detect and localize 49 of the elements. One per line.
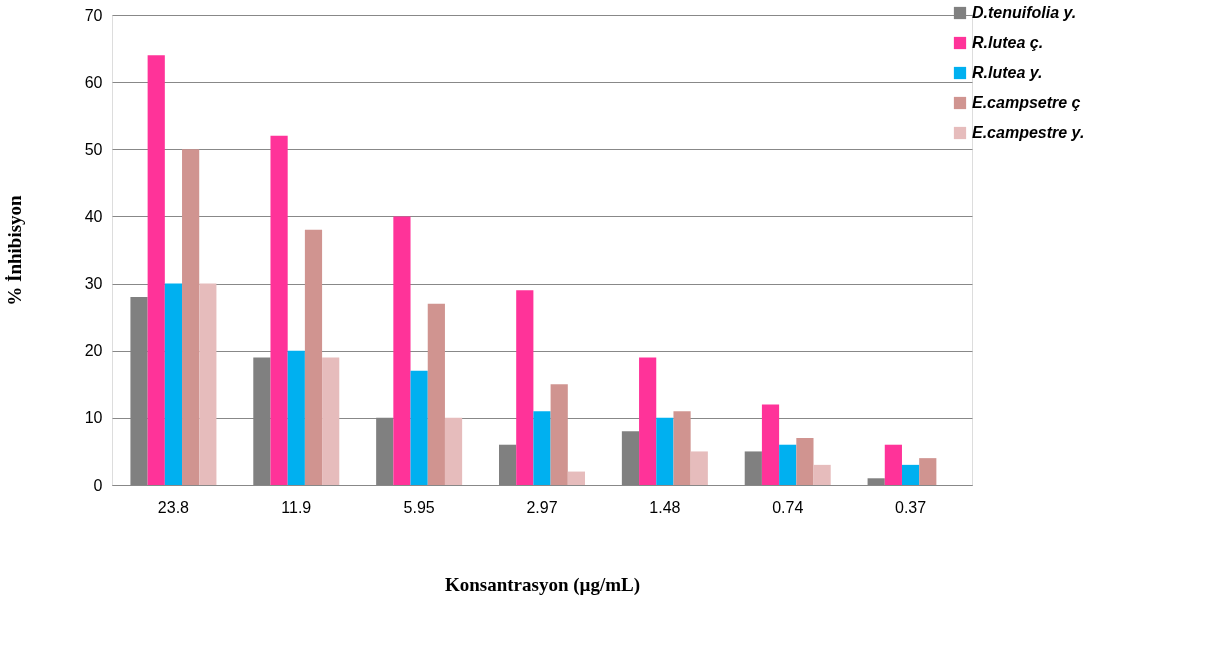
- bar: [779, 444, 797, 485]
- bar: [199, 283, 217, 485]
- y-tick-label: 70: [84, 6, 103, 24]
- bar: [656, 417, 674, 485]
- bar: [533, 411, 551, 485]
- x-tick-label: 0.74: [772, 498, 804, 516]
- x-tick-label: 5.95: [403, 498, 435, 516]
- x-tick-label: 0.37: [895, 498, 927, 516]
- y-tick-label: 50: [84, 140, 103, 158]
- x-tick-label: 1.48: [649, 498, 681, 516]
- bar: [884, 444, 902, 485]
- bar: [182, 149, 200, 485]
- bar: [393, 216, 411, 485]
- bar: [673, 411, 691, 485]
- bar: [919, 458, 937, 485]
- y-tick-label: 0: [93, 476, 103, 494]
- legend-label: E.campsetre ç: [972, 94, 1081, 111]
- bar: [427, 303, 445, 485]
- bar: [639, 357, 657, 485]
- bar: [761, 404, 780, 485]
- bar: [516, 290, 534, 485]
- bar: [287, 350, 305, 485]
- bar: [304, 229, 323, 485]
- bar: [796, 438, 814, 485]
- y-axis-title: % İnhibisyon: [3, 194, 25, 306]
- x-tick-label: 23.8: [157, 498, 190, 516]
- y-tick-label: 10: [84, 409, 103, 427]
- bar: [410, 370, 428, 485]
- bar: [690, 451, 708, 485]
- bar: [147, 55, 165, 485]
- bar: [270, 135, 288, 485]
- legend-label: E.campestre y.: [972, 124, 1085, 141]
- x-axis-title: Konsantrasyon (µg/mL): [444, 573, 641, 596]
- legend-label: R.lutea ç.: [972, 34, 1044, 51]
- bar: [901, 464, 920, 485]
- bar: [164, 283, 183, 485]
- y-tick-label: 30: [84, 275, 103, 293]
- x-tick-label: 11.9: [281, 498, 312, 516]
- bar: [322, 357, 340, 485]
- bar: [444, 417, 463, 485]
- bar: [550, 384, 568, 485]
- y-tick-label: 20: [84, 342, 103, 360]
- y-tick-label: 60: [84, 73, 103, 91]
- y-tick-label: 40: [84, 207, 103, 225]
- legend-label: D.tenuifolia y.: [972, 4, 1077, 21]
- x-tick-label: 2.97: [526, 498, 558, 516]
- bar: [813, 464, 831, 485]
- bar: [567, 471, 585, 485]
- legend-label: R.lutea y.: [972, 64, 1043, 81]
